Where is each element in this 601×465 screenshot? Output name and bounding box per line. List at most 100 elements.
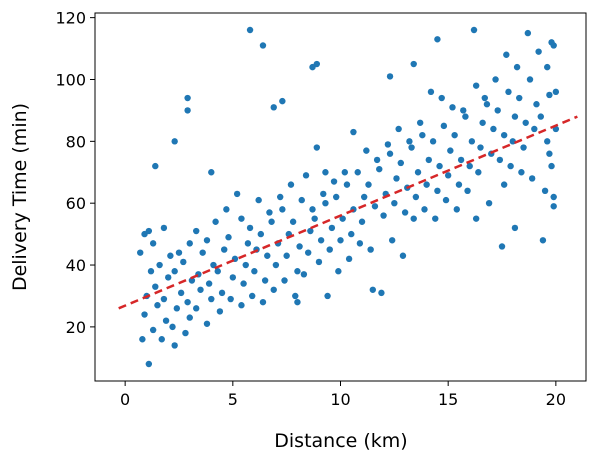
scatter-point bbox=[212, 218, 219, 225]
scatter-point bbox=[233, 190, 241, 198]
scatter-point bbox=[311, 215, 318, 222]
scatter-point bbox=[518, 169, 525, 176]
scatter-point bbox=[483, 101, 491, 108]
scatter-point bbox=[152, 162, 159, 170]
scatter-point bbox=[182, 329, 189, 337]
scatter-point bbox=[296, 243, 303, 250]
scatter-point bbox=[408, 144, 415, 151]
y-tick-label: 120 bbox=[55, 9, 86, 28]
scatter-point bbox=[440, 122, 448, 130]
scatter-point bbox=[378, 289, 385, 297]
scatter-point bbox=[313, 60, 321, 68]
scatter-point bbox=[444, 172, 452, 179]
scatter-point bbox=[388, 237, 396, 244]
scatter-point bbox=[289, 218, 297, 225]
scatter-point bbox=[259, 42, 267, 49]
scatter-point bbox=[449, 104, 456, 111]
scatter-point bbox=[268, 218, 275, 225]
scatter-point bbox=[550, 203, 557, 210]
scatter-point bbox=[434, 36, 441, 43]
scatter-point bbox=[492, 76, 499, 83]
scatter-point bbox=[479, 119, 486, 126]
scatter-point bbox=[328, 224, 336, 232]
scatter-point bbox=[500, 131, 508, 139]
scatter-point bbox=[266, 209, 273, 216]
scatter-point bbox=[147, 268, 155, 275]
scatter-point bbox=[533, 101, 540, 108]
scatter-point bbox=[419, 131, 426, 139]
scatter-point bbox=[427, 88, 435, 96]
scatter-point bbox=[261, 277, 269, 284]
scatter-point bbox=[468, 138, 476, 145]
scatter-point bbox=[160, 224, 168, 232]
scatter-point bbox=[546, 150, 553, 157]
scatter-point bbox=[341, 169, 349, 176]
scatter-point bbox=[365, 181, 372, 188]
plot-area bbox=[94, 12, 587, 382]
scatter-point bbox=[171, 342, 178, 349]
scatter-point bbox=[550, 42, 557, 49]
scatter-point bbox=[169, 323, 176, 331]
scatter-point bbox=[386, 73, 394, 80]
scatter-point bbox=[481, 94, 488, 102]
x-tick-label: 5 bbox=[228, 390, 238, 409]
scatter-point bbox=[188, 277, 196, 284]
scatter-point bbox=[455, 181, 463, 188]
x-axis-ticks: 0 5 10 15 20 bbox=[120, 381, 566, 409]
scatter-point bbox=[175, 249, 183, 256]
trend-line-layer bbox=[118, 115, 578, 310]
scatter-point bbox=[141, 311, 148, 318]
scatter-point bbox=[472, 215, 480, 222]
scatter-point bbox=[544, 138, 551, 145]
scatter-point bbox=[485, 199, 493, 207]
scatter-point bbox=[511, 224, 519, 232]
scatter-point bbox=[279, 206, 286, 213]
scatter-point bbox=[544, 63, 551, 71]
scatter-point bbox=[505, 88, 512, 96]
scatter-point bbox=[238, 302, 245, 309]
scatter-point bbox=[145, 360, 153, 368]
scatter-point bbox=[264, 252, 271, 259]
y-tick-label: 60 bbox=[66, 194, 86, 213]
scatter-point bbox=[358, 218, 366, 225]
scatter-point bbox=[410, 215, 417, 222]
scatter-point bbox=[391, 199, 398, 207]
scatter-point bbox=[528, 175, 536, 182]
scatter-point bbox=[498, 243, 506, 250]
scatter-point bbox=[292, 292, 299, 300]
scatter-point bbox=[464, 187, 471, 195]
scatter-point bbox=[503, 51, 510, 58]
scatter-point bbox=[315, 258, 323, 266]
y-axis-ticks: 20 40 60 80 100 120 bbox=[55, 9, 95, 337]
scatter-point bbox=[255, 196, 262, 204]
scatter-point bbox=[304, 249, 312, 256]
scatter-point bbox=[246, 26, 254, 34]
scatter-point bbox=[373, 156, 381, 164]
scatter-point bbox=[223, 206, 230, 213]
scatter-point bbox=[509, 138, 516, 145]
scatter-point bbox=[436, 162, 443, 170]
scatter-point bbox=[393, 175, 400, 182]
scatter-point bbox=[438, 94, 445, 102]
scatter-point bbox=[298, 196, 305, 204]
scatter-point bbox=[332, 193, 340, 201]
scatter-point bbox=[447, 147, 454, 154]
scatter-point bbox=[494, 107, 501, 114]
scatter-point bbox=[272, 261, 280, 269]
scatter-point bbox=[326, 246, 333, 253]
scatter-point bbox=[240, 280, 247, 287]
scatter-point bbox=[229, 274, 237, 281]
scatter-point bbox=[423, 181, 430, 188]
scatter-point bbox=[320, 190, 327, 198]
scatter-point bbox=[193, 227, 200, 235]
scatter-point bbox=[414, 169, 422, 176]
scatter-point bbox=[242, 261, 249, 269]
scatter-point bbox=[309, 206, 316, 213]
scatter-point bbox=[186, 314, 193, 321]
scatter-point bbox=[227, 295, 234, 303]
scatter-point bbox=[367, 246, 374, 253]
scatter-point bbox=[535, 48, 542, 55]
scatter-point bbox=[167, 252, 174, 259]
scatter-point bbox=[380, 212, 387, 219]
